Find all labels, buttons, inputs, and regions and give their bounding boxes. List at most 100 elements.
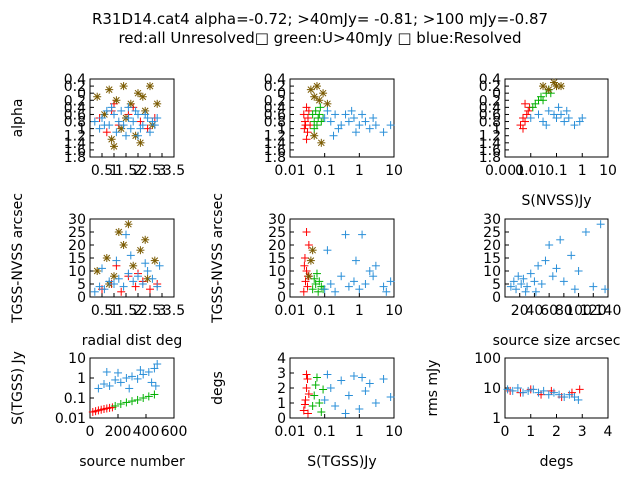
data-point	[379, 128, 388, 137]
data-point	[133, 395, 142, 404]
data-point	[337, 376, 346, 385]
data-point	[302, 384, 311, 392]
y-tick-label: 1	[492, 122, 501, 138]
data-point	[524, 106, 533, 115]
data-point	[539, 96, 548, 105]
data-point	[386, 393, 395, 401]
x-tick-label: 60	[540, 303, 558, 319]
data-point	[379, 375, 388, 383]
data-point	[150, 390, 159, 399]
y-tick-label: 2	[277, 381, 286, 397]
data-point	[134, 272, 142, 281]
data-point	[299, 406, 308, 415]
data-point	[146, 128, 154, 137]
data-point	[361, 117, 370, 126]
data-point	[300, 261, 309, 270]
data-point	[552, 264, 561, 273]
data-point	[112, 96, 121, 105]
y-tick-label: 0.4	[479, 100, 501, 116]
data-point	[136, 246, 145, 255]
data-point	[323, 246, 332, 255]
data-point	[518, 114, 527, 122]
y-tick-label: 0.8	[264, 115, 286, 131]
data-point	[153, 360, 162, 369]
data-point	[125, 384, 134, 393]
y-tick-label: 0.01	[55, 411, 86, 427]
data-point	[312, 82, 321, 91]
x-tick-label: 10	[599, 163, 617, 179]
x-tick-label: 3	[578, 424, 587, 440]
y-tick-label: 1	[77, 122, 86, 138]
data-point	[344, 117, 353, 126]
data-point	[334, 124, 343, 133]
scatter-panel-7: 0 200 400 600 0.01 0.1 1 10 source number S(TGSS)…	[10, 351, 187, 470]
y-tick-label: 0.2	[264, 93, 286, 109]
data-point	[562, 106, 571, 115]
data-point	[138, 92, 147, 101]
x-tick-label: 1	[355, 424, 364, 440]
data-point	[136, 366, 145, 375]
y-tick-label: 1.8	[264, 150, 286, 166]
y-axis-label: S(TGSS) Jy	[10, 351, 26, 425]
y-tick-label: 0.6	[264, 107, 286, 123]
data-point	[138, 280, 147, 288]
data-point	[341, 230, 350, 239]
x-tick-label: 0.1	[314, 163, 336, 179]
x-tick-label: 0.1	[545, 163, 567, 179]
data-point	[131, 106, 140, 115]
data-point	[369, 272, 378, 281]
x-tick-label: 0.01	[274, 163, 305, 179]
y-axis-label: TGSS-NVSS arcsec	[10, 193, 26, 324]
data-point	[147, 378, 156, 387]
data-point	[531, 99, 540, 108]
data-point	[560, 117, 569, 126]
x-tick-label: 0.01	[274, 424, 305, 440]
x-tick-label: 100	[565, 303, 592, 319]
data-point	[371, 261, 380, 270]
data-point	[310, 124, 319, 133]
data-point	[536, 92, 545, 101]
y-tick-label: 15	[268, 251, 286, 267]
data-point	[102, 106, 111, 115]
data-point	[303, 409, 312, 418]
data-point	[329, 131, 338, 140]
y-tick-label: 30	[268, 212, 286, 228]
data-point	[555, 390, 564, 399]
data-point	[523, 282, 532, 291]
data-point	[139, 394, 148, 402]
data-point	[301, 277, 310, 286]
data-point	[323, 370, 332, 379]
y-tick-label: 20	[483, 238, 501, 254]
data-point	[545, 241, 554, 249]
data-point	[107, 103, 116, 112]
data-point	[124, 269, 133, 278]
data-point	[534, 261, 543, 270]
y-tick-label: 0.2	[64, 79, 86, 95]
data-point	[110, 110, 118, 119]
data-point	[509, 277, 518, 286]
data-point	[365, 124, 374, 133]
y-tick-label: 3	[277, 366, 286, 382]
data-point	[365, 379, 374, 388]
data-point	[326, 280, 335, 288]
y-tick-label: 30	[483, 212, 501, 228]
data-point	[320, 114, 329, 122]
data-point	[110, 272, 118, 281]
x-axis-label: source number	[79, 454, 185, 470]
data-point	[116, 378, 125, 387]
data-point	[518, 124, 527, 133]
data-point	[560, 393, 569, 402]
data-point	[539, 386, 548, 395]
data-point	[116, 400, 125, 409]
y-tick-label: 4	[277, 351, 286, 367]
y-tick-label: 15	[483, 251, 501, 267]
data-point	[124, 103, 133, 112]
x-tick-label: 0.5	[91, 163, 113, 179]
x-tick-label: 1	[110, 303, 119, 319]
data-point	[114, 117, 123, 126]
data-point	[574, 395, 583, 404]
data-point	[304, 106, 313, 115]
y-tick-label: 5	[277, 277, 286, 293]
